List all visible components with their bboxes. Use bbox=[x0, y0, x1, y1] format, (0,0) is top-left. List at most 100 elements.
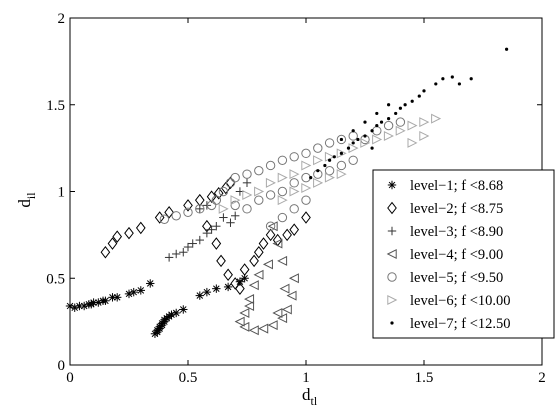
series-6-point bbox=[301, 160, 312, 171]
series-3-point bbox=[212, 222, 221, 231]
series-1-point bbox=[212, 284, 221, 293]
series-1 bbox=[65, 274, 249, 338]
series-7-point bbox=[356, 137, 360, 142]
series-3-point bbox=[179, 248, 188, 257]
series-7-point bbox=[469, 77, 473, 81]
legend-label-5: level−5; f <9.50 bbox=[410, 270, 503, 286]
series-7-point bbox=[316, 169, 320, 173]
series-3 bbox=[164, 178, 252, 262]
series-1-point bbox=[113, 293, 122, 302]
series-7-point bbox=[363, 134, 367, 138]
series-3-point bbox=[226, 218, 235, 227]
series-2-point bbox=[107, 237, 118, 250]
series-1-point bbox=[146, 279, 155, 288]
x-tick-label: 0 bbox=[66, 370, 74, 386]
series-5-point bbox=[242, 204, 252, 214]
series-5-point bbox=[277, 155, 288, 165]
x-tick-label: 0.5 bbox=[179, 370, 198, 386]
series-5-point bbox=[313, 143, 323, 153]
series-5-point bbox=[383, 120, 394, 131]
series-7-point bbox=[387, 117, 391, 121]
series-5-point bbox=[301, 195, 311, 205]
series-7-point bbox=[450, 75, 454, 79]
series-5-point bbox=[395, 117, 406, 127]
series-2-point bbox=[235, 282, 245, 295]
legend: level−1; f <8.68 level−2; f <8.75 level−3;… bbox=[372, 169, 555, 339]
series-2-point bbox=[164, 206, 174, 219]
series-5 bbox=[159, 117, 406, 231]
series-2-point bbox=[230, 277, 241, 290]
series-5-point bbox=[159, 214, 170, 224]
series-5-point bbox=[242, 169, 252, 179]
series-5-point bbox=[206, 200, 217, 211]
series-5-point bbox=[211, 195, 222, 205]
series-5-point bbox=[289, 178, 299, 188]
series-2-point bbox=[100, 245, 111, 259]
series-7-point bbox=[351, 129, 355, 133]
series-4-point bbox=[239, 321, 250, 332]
series-4-point bbox=[267, 320, 278, 331]
series-6-point bbox=[313, 155, 324, 166]
legend-marker-4 bbox=[386, 248, 397, 260]
legend-marker-5 bbox=[387, 272, 397, 282]
series-2 bbox=[100, 176, 311, 295]
series-7-point bbox=[379, 120, 384, 124]
series-5-point bbox=[254, 195, 264, 205]
series-5-point bbox=[265, 160, 276, 171]
x-axis-label-subscript: tl bbox=[311, 394, 318, 408]
series-6-point bbox=[265, 177, 276, 188]
series-5-point bbox=[289, 204, 299, 214]
series-3-point bbox=[183, 242, 193, 252]
series-6-point bbox=[419, 130, 430, 141]
series-7-point bbox=[370, 146, 374, 150]
legend-item-6: level−6; f <10.00 bbox=[387, 293, 511, 309]
series-6-point bbox=[242, 189, 253, 200]
series-5-point bbox=[171, 211, 181, 221]
series-6-point bbox=[230, 195, 241, 206]
series-4-point bbox=[244, 294, 255, 305]
series-1-point bbox=[195, 291, 204, 300]
legend-label-6: level−6; f <10.00 bbox=[410, 293, 511, 309]
series-4-point bbox=[281, 304, 292, 315]
legend-items: level−1; f <8.68 level−2; f <8.75 level−3;… bbox=[386, 178, 511, 332]
series-3-point bbox=[242, 178, 252, 188]
series-4-point bbox=[279, 283, 290, 294]
series-6-point bbox=[419, 117, 430, 128]
series-4-point bbox=[277, 313, 288, 324]
series-7-point bbox=[403, 103, 407, 107]
series-6-point bbox=[324, 172, 335, 183]
series-2-point bbox=[253, 245, 264, 259]
series-4 bbox=[234, 221, 299, 336]
legend-label-4: level−4; f <9.00 bbox=[410, 247, 503, 263]
series-6-point bbox=[348, 143, 359, 154]
series-5-point bbox=[183, 207, 193, 218]
series-7-point bbox=[422, 89, 426, 93]
y-tick-label: 1 bbox=[58, 185, 66, 201]
y-tick-label: 0.5 bbox=[46, 271, 65, 287]
legend-marker-3 bbox=[387, 226, 397, 236]
series-4-point bbox=[272, 238, 283, 249]
series-4-point bbox=[267, 221, 278, 232]
series-2-point bbox=[216, 254, 226, 268]
series-4-point bbox=[258, 323, 269, 334]
series-7-point bbox=[351, 141, 355, 145]
series-6-point bbox=[254, 186, 265, 197]
series-2-point bbox=[239, 263, 250, 276]
series-7-point bbox=[339, 151, 343, 155]
series-1-point bbox=[101, 296, 110, 306]
series-7-point bbox=[441, 77, 445, 81]
series-2-point bbox=[301, 211, 311, 224]
series-6-point bbox=[301, 183, 312, 194]
series-2-point bbox=[154, 211, 165, 224]
series-4-point bbox=[234, 316, 245, 327]
legend-item-1: level−1; f <8.68 bbox=[387, 178, 503, 194]
series-7-point bbox=[323, 163, 327, 168]
series-2-point bbox=[289, 223, 300, 236]
series-6-point bbox=[395, 125, 406, 136]
series-6-point bbox=[431, 113, 442, 124]
series-5-point bbox=[225, 178, 236, 188]
legend-item-7: level−7; f <12.50 bbox=[390, 316, 511, 332]
legend-marker-1 bbox=[387, 180, 397, 190]
series-7-point bbox=[457, 82, 461, 86]
series-4-point bbox=[253, 269, 264, 280]
